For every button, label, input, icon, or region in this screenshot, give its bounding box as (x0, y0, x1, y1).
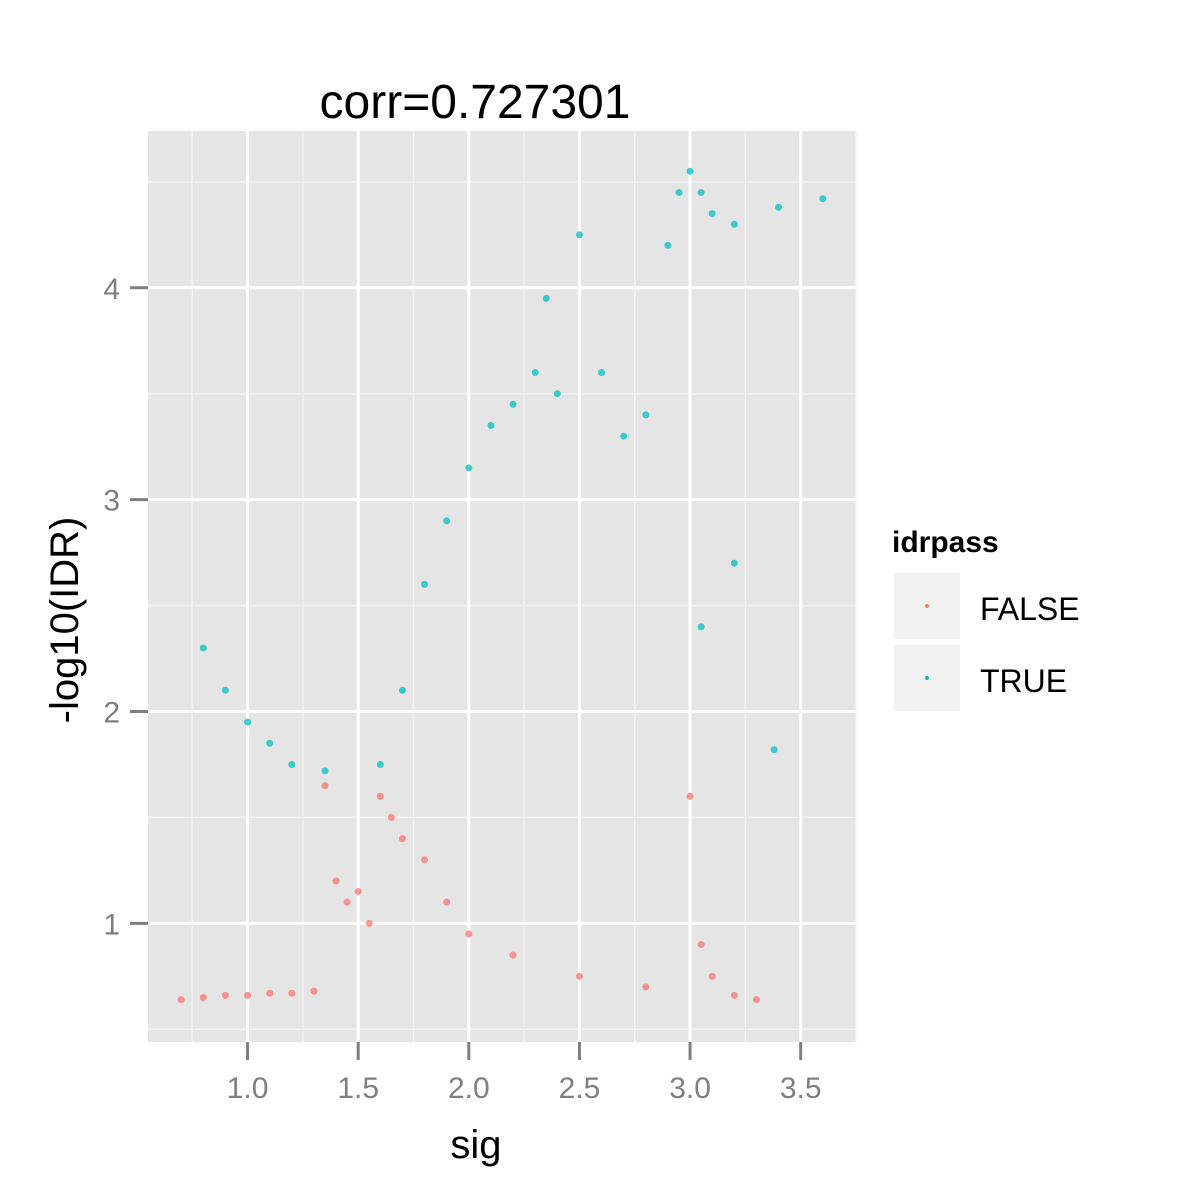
legend-label-true: TRUE (980, 663, 1067, 699)
data-point-false (266, 989, 274, 997)
y-axis-title: -log10(IDR) (43, 517, 87, 724)
x-tick-label: 1.0 (227, 1072, 269, 1105)
axes: 1.0 1.5 2.0 2.5 3.0 3.5 1 2 3 4 (103, 273, 821, 1105)
data-point-false (177, 996, 185, 1004)
x-axis-title: sig (450, 1123, 501, 1167)
data-point-true (531, 369, 539, 377)
data-point-true (443, 517, 451, 525)
data-point-true (775, 203, 783, 211)
data-point-true (708, 210, 716, 218)
data-point-false (398, 835, 406, 843)
y-tick-label: 3 (103, 485, 120, 518)
data-point-false (465, 930, 473, 938)
data-point-true (642, 411, 650, 419)
data-point-false (354, 888, 362, 896)
legend: idrpass FALSE TRUE (892, 526, 1080, 711)
data-point-false (421, 856, 429, 864)
data-point-true (542, 294, 550, 302)
data-point-true (321, 767, 329, 775)
data-point-true (421, 580, 429, 588)
data-point-true (244, 718, 252, 726)
data-point-false (443, 898, 451, 906)
data-point-true (487, 421, 495, 429)
data-point-false (575, 972, 583, 980)
x-tick-label: 3.5 (780, 1072, 822, 1105)
data-point-false (376, 792, 384, 800)
legend-dot-true (925, 676, 929, 680)
data-point-true (465, 464, 473, 472)
data-point-true (819, 195, 827, 203)
data-point-true (675, 188, 683, 196)
x-tick-label: 1.5 (337, 1072, 379, 1105)
data-point-false (288, 989, 296, 997)
data-point-false (221, 991, 229, 999)
data-point-true (266, 739, 274, 747)
data-point-true (199, 644, 207, 652)
x-tick-label: 2.5 (559, 1072, 601, 1105)
y-tick-label: 2 (103, 696, 120, 729)
data-point-true (730, 220, 738, 228)
data-point-false (310, 987, 318, 995)
data-point-false (686, 792, 694, 800)
minor-gridlines (148, 131, 857, 1042)
data-point-false (244, 991, 252, 999)
data-point-true (398, 686, 406, 694)
data-point-false (642, 983, 650, 991)
data-point-true (686, 167, 694, 175)
data-point-false (730, 991, 738, 999)
legend-dot-false (925, 604, 929, 608)
data-point-false (365, 919, 373, 927)
data-point-true (376, 760, 384, 768)
data-point-true (221, 686, 229, 694)
data-point-false (697, 941, 705, 949)
data-point-true (770, 746, 778, 754)
data-point-true (664, 241, 672, 249)
data-point-true (553, 390, 561, 398)
data-point-true (697, 623, 705, 631)
data-point-false (752, 996, 760, 1004)
legend-title: idrpass (892, 526, 999, 559)
plot-panel (148, 131, 856, 1042)
data-point-true (730, 559, 738, 567)
data-point-false (199, 994, 207, 1002)
data-point-true (575, 231, 583, 239)
data-point-false (708, 972, 716, 980)
data-point-true (598, 369, 606, 377)
data-point-true (620, 432, 628, 440)
y-tick-label: 1 (103, 908, 120, 941)
x-tick-label: 2.0 (448, 1072, 490, 1105)
data-point-false (321, 782, 329, 790)
data-point-false (343, 898, 351, 906)
data-point-false (387, 813, 395, 821)
data-point-true (288, 760, 296, 768)
legend-label-false: FALSE (980, 591, 1080, 627)
data-point-true (697, 188, 705, 196)
data-point-false (509, 951, 517, 959)
chart-title: corr=0.727301 (320, 76, 631, 129)
y-tick-label: 4 (103, 273, 120, 306)
data-point-false (332, 877, 340, 885)
data-point-true (509, 400, 517, 408)
x-tick-label: 3.0 (669, 1072, 711, 1105)
data-points (177, 167, 827, 1004)
